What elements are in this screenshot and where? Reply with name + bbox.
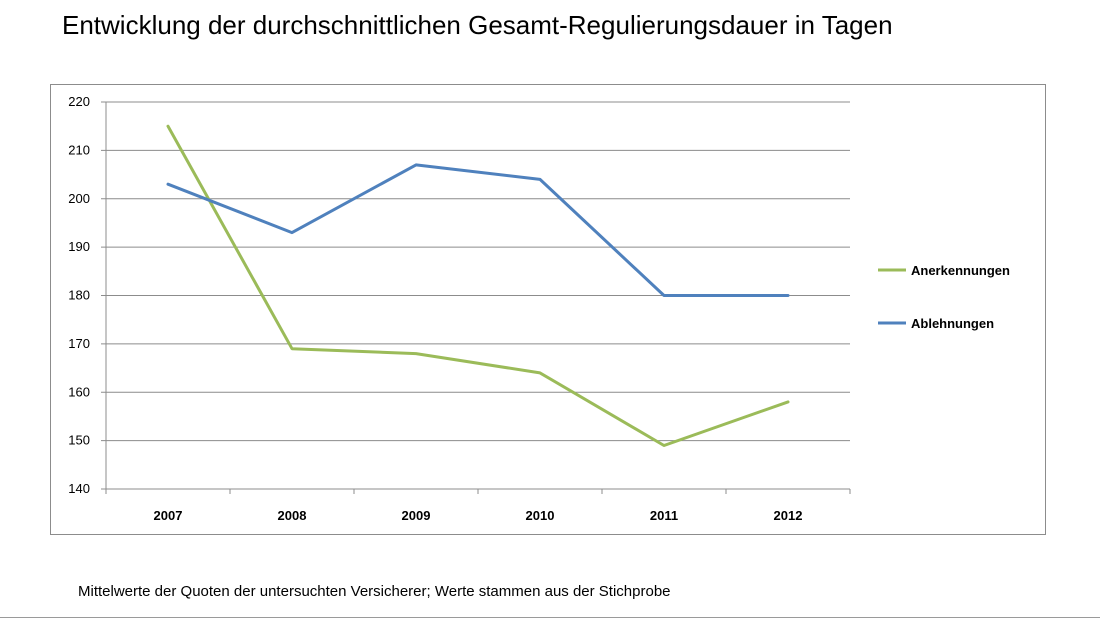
legend-label-ablehnungen: Ablehnungen <box>911 316 994 331</box>
y-tick-label: 150 <box>68 433 90 448</box>
series-lines <box>166 124 790 447</box>
x-tick-label: 2009 <box>402 508 431 523</box>
x-tick-label: 2012 <box>774 508 803 523</box>
legend-label-anerkennungen: Anerkennungen <box>911 263 1010 278</box>
series-line-ablehnungen <box>166 163 790 297</box>
y-tick-label: 210 <box>68 142 90 157</box>
x-tick-label: 2011 <box>650 508 678 523</box>
series-line-anerkennungen <box>166 124 790 447</box>
chart-frame <box>50 84 1046 535</box>
legend: Anerkennungen Ablehnungen <box>878 263 1010 331</box>
x-tick-label: 2007 <box>154 508 183 523</box>
axes: 140 150 160 170 180 190 200 210 220 2007 2008 2009 2… <box>68 94 851 523</box>
y-tick-label: 180 <box>68 288 90 303</box>
y-tick-label: 190 <box>68 239 90 254</box>
footnote: Mittelwerte der Quoten der untersuchten … <box>78 583 671 600</box>
x-tick-label: 2008 <box>278 508 307 523</box>
y-tick-label: 140 <box>68 481 90 496</box>
y-tick-label: 200 <box>68 191 90 206</box>
x-tick-label: 2010 <box>526 508 555 523</box>
gridlines <box>106 101 850 442</box>
page-title: Entwicklung der durchschnittlichen Gesam… <box>62 10 893 40</box>
y-tick-label: 160 <box>68 384 90 399</box>
y-tick-label: 170 <box>68 336 90 351</box>
bottom-divider <box>0 617 1100 618</box>
y-tick-label: 220 <box>68 94 90 109</box>
